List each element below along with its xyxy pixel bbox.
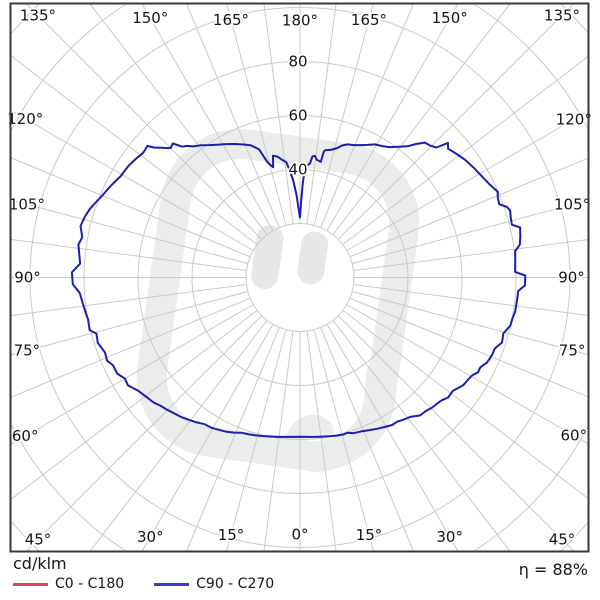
radial-tick-label: 40 (288, 161, 307, 179)
polar-grid-spoke (306, 3, 337, 225)
axis-labels: 40 60 80 165° 150° 135° 120° 105° 90° 75° 60° 45° 30… (5, 5, 593, 551)
polar-grid-spoke (306, 330, 337, 552)
gamma-angle-label: 165° (351, 11, 387, 29)
polar-grid-spoke (263, 3, 294, 225)
polar-grid-spoke (10, 199, 248, 265)
polar-grid-spoke (25, 3, 263, 240)
polar-grid-spoke (353, 284, 589, 316)
polar-grid-spoke (10, 284, 247, 317)
polar-grid-spoke (352, 199, 589, 265)
polar-grid-spoke (141, 324, 274, 552)
gamma-angle-label: 105° (554, 196, 590, 214)
polar-grid-spoke (10, 157, 251, 258)
polar-grid-spoke (263, 330, 294, 552)
polar-grid-spoke (332, 3, 511, 235)
gamma-angle-label: 75° (559, 341, 586, 359)
polar-grid-spoke (25, 315, 263, 552)
gamma-angle-label: 45° (549, 531, 576, 549)
intensity-curves (70, 141, 527, 438)
chart-frame (9, 2, 590, 553)
gamma-angle-label: 165° (213, 11, 249, 29)
polar-grid-spoke (185, 3, 280, 228)
polar-grid-spoke (10, 290, 248, 356)
legend-swatch-c0-c180 (13, 582, 48, 586)
gamma-angle-label: 180° (282, 12, 318, 30)
gamma-angle-label: 15° (218, 526, 245, 544)
polar-grid-spoke (313, 329, 374, 552)
polar-grid-spoke (10, 54, 258, 246)
gamma-angle-label: 90° (14, 269, 41, 287)
watermark-cable (285, 364, 386, 472)
polar-grid-spoke (185, 327, 280, 552)
gamma-angle-label: 0° (291, 526, 308, 544)
polar-grid-spoke (337, 315, 575, 552)
polar-grid-spoke (349, 157, 589, 258)
efficiency-label: η = 88% (518, 560, 588, 579)
polar-grid-spoke (326, 324, 459, 552)
polar-grid-spoke (10, 238, 247, 271)
watermark-logo (136, 128, 420, 472)
legend: cd/klm C0 - C180 C90 - C270 (13, 554, 304, 592)
polar-grid-spoke (337, 3, 575, 240)
watermark-socket-slot-right (297, 231, 329, 285)
polar-grid-spoke (226, 329, 287, 552)
radial-tick-label: 80 (288, 53, 307, 71)
gamma-angle-label: 120° (556, 110, 592, 128)
polar-grid-spoke (10, 309, 258, 501)
polar-grid-spoke (320, 3, 415, 228)
polar-grid-spoke (342, 309, 589, 500)
legend-label-c0-c180: C0 - C180 (55, 576, 125, 592)
polar-grid-spoke (89, 3, 268, 235)
polar-grid-spoke (353, 239, 589, 271)
gamma-angle-label: 60° (561, 427, 588, 445)
legend-unit-label: cd/klm (13, 554, 67, 573)
gamma-angle-label: 45° (25, 531, 52, 549)
gamma-angle-label: 150° (432, 9, 468, 27)
gamma-angle-label: 120° (7, 110, 43, 128)
polar-grid-spoke (320, 327, 415, 552)
gamma-angle-label: 135° (20, 7, 56, 25)
gamma-angle-label: 15° (356, 526, 383, 544)
gamma-angle-label: 75° (14, 342, 41, 360)
polar-grid (10, 3, 589, 552)
polar-grid-spoke (342, 55, 589, 246)
polar-grid-spoke (346, 304, 589, 445)
polar-grid-spoke (89, 320, 268, 552)
gamma-angle-label: 60° (12, 427, 39, 445)
gamma-angle-label: 90° (558, 269, 585, 287)
legend-swatch-c90-c270 (154, 582, 190, 586)
polar-grid-spoke (226, 3, 287, 226)
gamma-angle-label: 30° (137, 528, 164, 546)
polar-grid-spoke (10, 297, 251, 398)
polar-grid-spoke (349, 297, 589, 398)
watermark-socket-slot-left (251, 225, 284, 289)
polar-grid-spoke (346, 110, 589, 251)
gamma-angle-label: 30° (436, 528, 463, 546)
polar-grid-spoke (10, 304, 254, 446)
gamma-angle-label: 105° (9, 195, 45, 213)
polar-grid-spoke (313, 3, 374, 226)
polar-grid-spoke (10, 109, 254, 251)
legend-row: C0 - C180 C90 - C270 (13, 576, 304, 592)
polar-grid-spoke (332, 320, 511, 552)
intensity-curve-C90-C270 (70, 141, 527, 438)
polar-grid-spoke (352, 290, 589, 356)
polar-intensity-chart: 40 60 80 165° 150° 135° 120° 105° 90° 75° 60° 45° 30… (5, 2, 594, 553)
gamma-angle-label: 150° (132, 9, 168, 27)
radial-tick-label: 60 (288, 107, 307, 125)
gamma-angle-label: 135° (544, 7, 580, 25)
legend-label-c90-c270: C90 - C270 (196, 576, 275, 592)
